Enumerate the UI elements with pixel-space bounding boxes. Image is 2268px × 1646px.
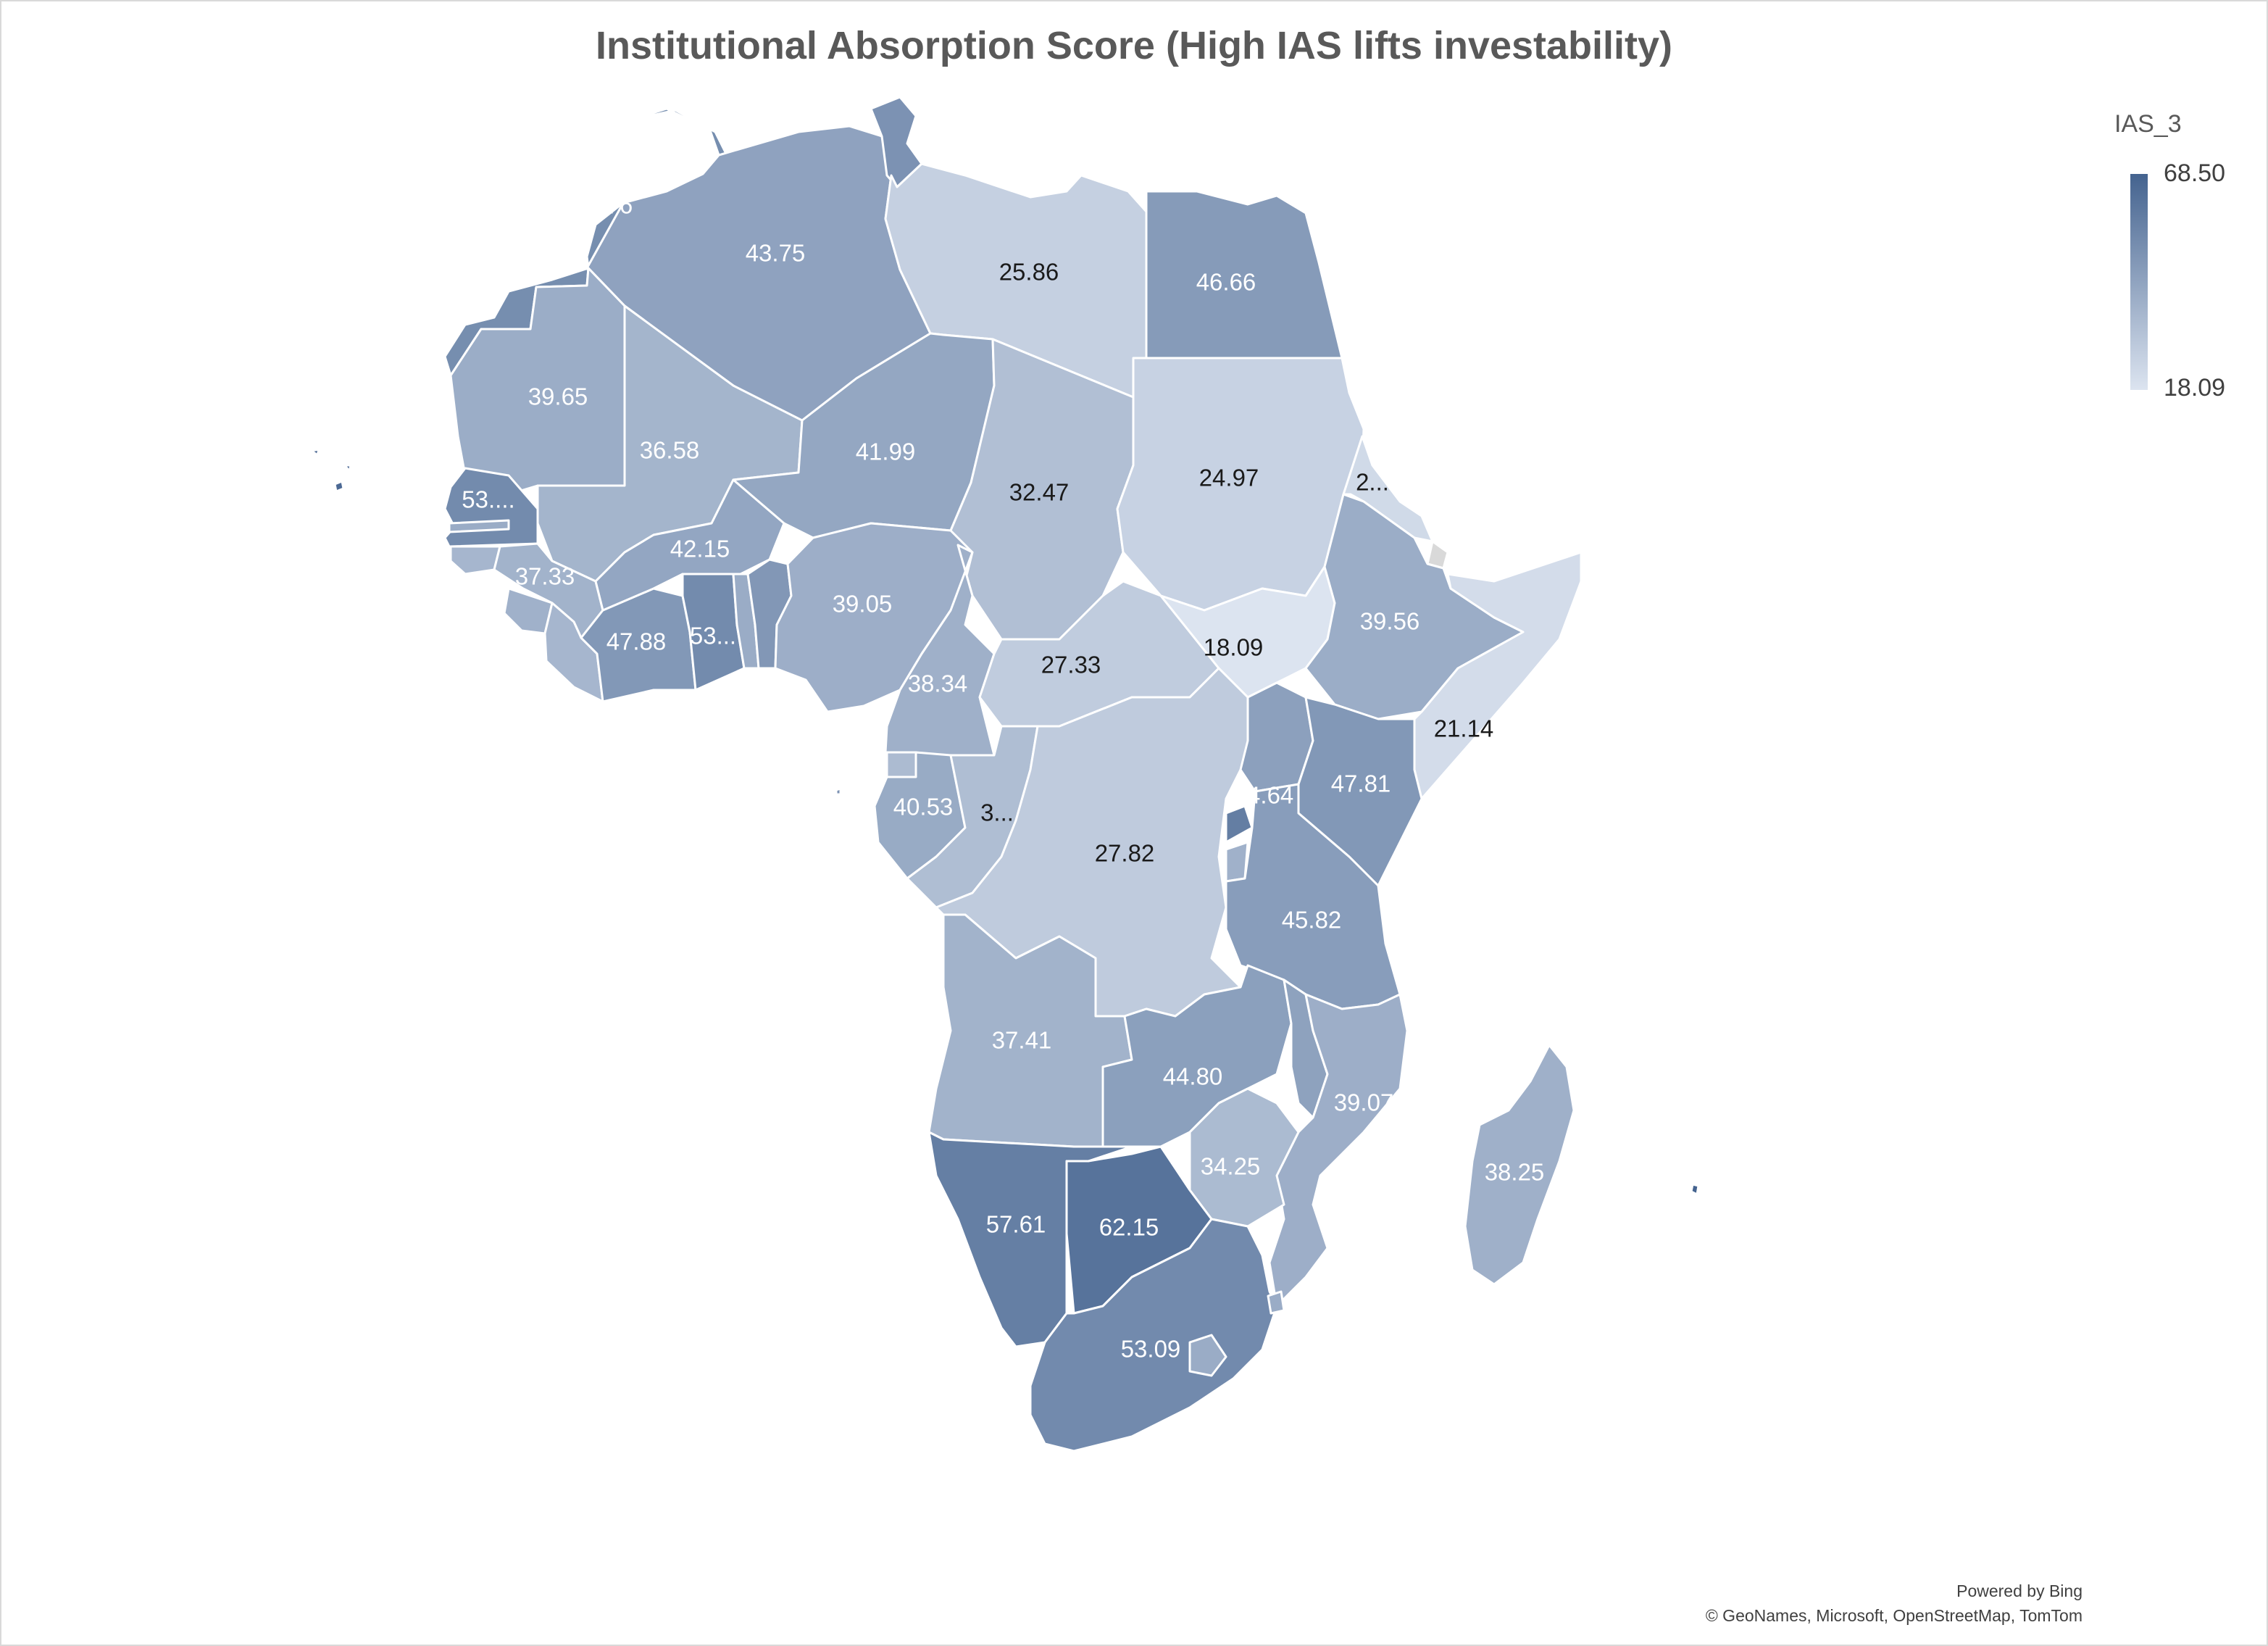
value-label-car: 27.33 (1041, 652, 1101, 678)
region-gambia[interactable] (448, 519, 510, 533)
value-label-ghana: 53... (690, 623, 736, 649)
value-label-uganda: 44.64 (1234, 782, 1294, 809)
region-sao-tome[interactable] (835, 787, 842, 796)
value-label-drc: 27.82 (1095, 840, 1155, 867)
value-label-south-sudan: 18.09 (1204, 634, 1264, 661)
value-label-kenya: 47.81 (1331, 770, 1391, 797)
powered-by-text: Powered by Bing (1956, 1581, 2083, 1600)
value-label-gabon: 40.53 (893, 794, 954, 820)
legend-gradient-bar (2130, 174, 2148, 390)
value-label-morocco: 51.76 (573, 192, 633, 219)
region-mauritania[interactable] (449, 267, 626, 496)
region-mauritius[interactable] (1690, 1183, 1700, 1196)
legend-min-label: 18.09 (2164, 374, 2226, 402)
region-egypt[interactable] (1145, 190, 1343, 359)
value-label-eritrea: 2... (1356, 469, 1389, 496)
value-label-congo: 3... (980, 799, 1014, 826)
value-label-cameroon: 38.34 (908, 670, 968, 697)
value-label-burkina-faso: 42.15 (670, 536, 730, 562)
value-label-guinea: 37.33 (515, 563, 575, 590)
region-eritrea[interactable] (1342, 435, 1434, 543)
value-label-zimbabwe: 34.25 (1201, 1153, 1261, 1180)
value-label-mali: 36.58 (640, 437, 700, 464)
value-label-somalia: 21.14 (1434, 715, 1494, 742)
region-sierra-leone[interactable] (503, 587, 554, 635)
value-label-niger: 41.99 (856, 438, 916, 465)
value-label-angola: 37.41 (992, 1027, 1052, 1054)
map-title: Institutional Absorption Score (High IAS… (595, 24, 1673, 67)
value-label-algeria: 43.75 (746, 240, 806, 267)
value-label-senegal: 53.... (462, 486, 514, 513)
value-label-libya: 25.86 (999, 259, 1059, 286)
value-label-mozambique: 39.07 (1334, 1089, 1394, 1116)
value-label-chad: 32.47 (1009, 479, 1070, 506)
map-attribution: © GeoNames, Microsoft, OpenStreetMap, To… (1705, 1606, 2083, 1625)
value-label-zambia: 44.80 (1163, 1063, 1223, 1090)
region-equatorial-guinea[interactable] (885, 751, 917, 778)
legend-title: IAS_3 (2114, 110, 2182, 138)
value-label-tanzania: 45.82 (1282, 907, 1342, 934)
region-rwanda[interactable] (1225, 805, 1254, 844)
value-label-sudan: 24.97 (1199, 465, 1259, 491)
region-burkina-faso[interactable] (594, 478, 785, 612)
value-label-nigeria: 39.05 (833, 591, 893, 618)
region-guinea-bissau[interactable] (449, 545, 501, 575)
value-label-ivory-coast: 47.88 (606, 628, 667, 655)
value-label-egypt: 46.66 (1196, 269, 1256, 296)
value-label-namibia: 57.61 (986, 1211, 1046, 1238)
value-label-madagascar: 38.25 (1485, 1159, 1545, 1186)
legend-max-label: 68.50 (2164, 159, 2226, 187)
region-namibia[interactable] (927, 1131, 1133, 1348)
value-label-botswana: 62.15 (1099, 1214, 1159, 1241)
region-eswatini[interactable] (1267, 1290, 1285, 1315)
region-cape-verde[interactable] (310, 448, 352, 493)
value-label-mauritania: 39.65 (528, 383, 588, 410)
region-lesotho[interactable] (1188, 1334, 1227, 1377)
region-zambia[interactable] (1101, 964, 1293, 1148)
value-label-south-africa: 53.09 (1121, 1336, 1181, 1363)
value-label-ethiopia: 39.56 (1360, 608, 1420, 635)
region-mozambique[interactable] (1268, 993, 1409, 1308)
region-madagascar[interactable] (1464, 1044, 1575, 1286)
